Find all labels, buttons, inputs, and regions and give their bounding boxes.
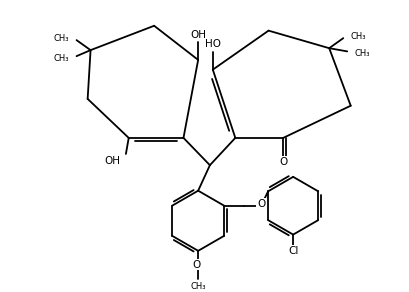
Text: O: O [191,260,200,270]
Text: HO: HO [204,39,220,49]
Text: OH: OH [103,156,119,166]
Text: O: O [256,199,265,209]
Text: OH: OH [190,29,206,40]
Text: O: O [279,157,287,167]
Text: CH₃: CH₃ [350,32,365,41]
Text: CH₃: CH₃ [354,49,369,58]
Text: Cl: Cl [287,246,298,256]
Text: CH₃: CH₃ [54,34,69,43]
Text: CH₃: CH₃ [190,281,205,291]
Text: CH₃: CH₃ [54,54,69,63]
